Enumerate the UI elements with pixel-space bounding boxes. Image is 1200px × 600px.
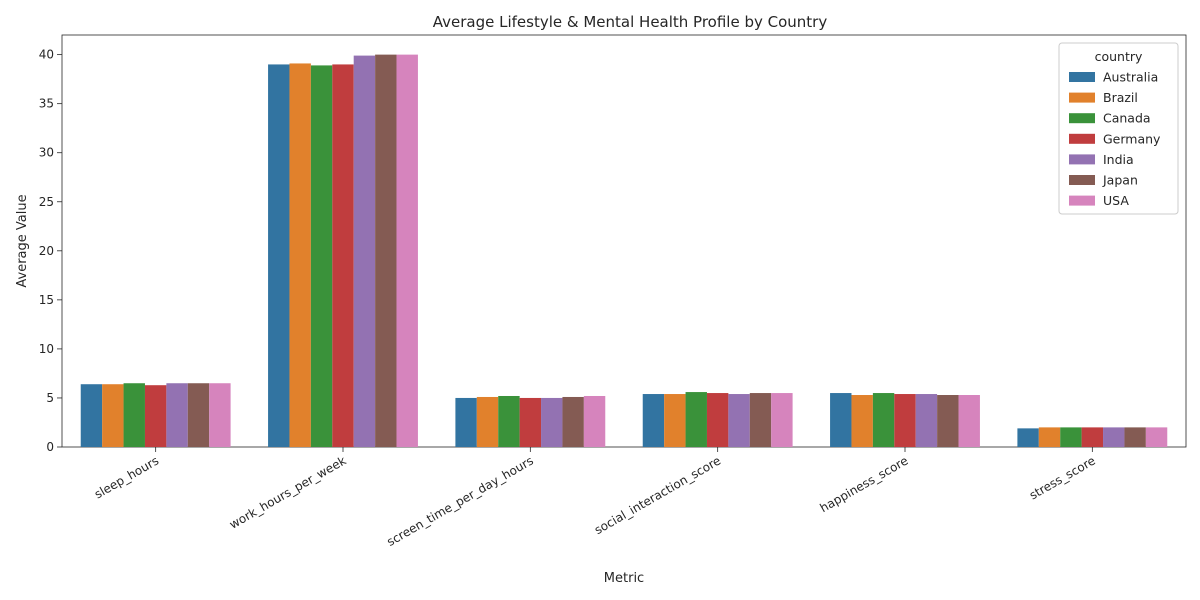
- x-tick-label: social_interaction_score: [592, 453, 723, 537]
- y-tick-label: 30: [39, 146, 54, 160]
- y-tick-label: 15: [39, 293, 54, 307]
- bar-brazil-work_hours_per_week: [289, 63, 311, 447]
- bar-brazil-happiness_score: [851, 395, 873, 447]
- y-tick-label: 5: [46, 391, 54, 405]
- y-tick-label: 0: [46, 440, 54, 454]
- chart-title: Average Lifestyle & Mental Health Profil…: [433, 13, 828, 31]
- legend: country Australia Brazil Canada Germany India…: [1058, 42, 1179, 215]
- bar-brazil-social_interaction_score: [664, 394, 686, 447]
- bar-japan-work_hours_per_week: [375, 54, 397, 447]
- y-tick-label: 35: [39, 97, 54, 111]
- bar-usa-social_interaction_score: [771, 393, 793, 447]
- bar-usa-stress_score: [1145, 427, 1168, 447]
- bar-india-stress_score: [1103, 427, 1125, 447]
- bar-australia-screen_time_per_day_hours: [455, 397, 477, 447]
- bar-india-happiness_score: [915, 394, 938, 447]
- y-axis-label: Average Value: [15, 194, 30, 287]
- bar-japan-stress_score: [1124, 427, 1146, 447]
- bar-canada-screen_time_per_day_hours: [498, 395, 520, 447]
- bar-germany-work_hours_per_week: [332, 64, 354, 447]
- bar-japan-social_interaction_score: [749, 393, 772, 447]
- bar-australia-happiness_score: [830, 393, 852, 447]
- bar-india-work_hours_per_week: [353, 55, 376, 447]
- y-tick-label: 20: [39, 244, 54, 258]
- bar-brazil-sleep_hours: [102, 384, 124, 447]
- bar-india-social_interaction_score: [728, 394, 750, 447]
- legend-swatch: [1069, 154, 1095, 165]
- legend-label: USA: [1103, 193, 1129, 208]
- bar-japan-screen_time_per_day_hours: [562, 396, 584, 447]
- bar-canada-work_hours_per_week: [310, 65, 333, 448]
- legend-swatch: [1069, 195, 1095, 206]
- legend-swatch: [1069, 113, 1095, 124]
- bar-australia-stress_score: [1017, 428, 1039, 447]
- legend-swatch: [1069, 72, 1095, 82]
- bar-australia-social_interaction_score: [642, 394, 665, 447]
- legend-label: Japan: [1102, 173, 1138, 188]
- legend-label: India: [1103, 152, 1134, 167]
- legend-box: [1058, 42, 1179, 215]
- legend-swatch: [1069, 175, 1095, 185]
- legend-label: Australia: [1103, 70, 1158, 85]
- legend-label: Germany: [1103, 131, 1161, 146]
- bar-brazil-stress_score: [1038, 427, 1061, 447]
- legend-label: Brazil: [1103, 90, 1138, 105]
- bar-usa-sleep_hours: [209, 383, 231, 447]
- bar-germany-screen_time_per_day_hours: [519, 397, 542, 447]
- bar-germany-happiness_score: [894, 394, 916, 447]
- bar-usa-work_hours_per_week: [396, 54, 418, 447]
- legend-swatch: [1069, 133, 1095, 144]
- bar-usa-happiness_score: [958, 395, 980, 447]
- x-tick-label: happiness_score: [818, 453, 911, 515]
- legend-swatch: [1069, 92, 1095, 103]
- y-tick-label: 40: [39, 48, 54, 62]
- bar-germany-sleep_hours: [144, 385, 167, 447]
- bar-australia-work_hours_per_week: [268, 64, 290, 447]
- bars-group: [80, 54, 1168, 448]
- y-axis: 0 5 10 15 20 25 30 35 40: [39, 48, 62, 454]
- legend-label: Canada: [1103, 111, 1151, 126]
- bar-canada-sleep_hours: [123, 383, 145, 447]
- y-tick-label: 25: [39, 195, 54, 209]
- bar-canada-happiness_score: [872, 393, 895, 447]
- bar-canada-social_interaction_score: [685, 392, 707, 447]
- bar-brazil-screen_time_per_day_hours: [476, 396, 499, 447]
- bar-india-sleep_hours: [166, 383, 188, 447]
- bar-japan-sleep_hours: [187, 383, 210, 447]
- x-axis: sleep_hours work_hours_per_week screen_tim…: [92, 447, 1098, 549]
- x-tick-label: screen_time_per_day_hours: [384, 453, 535, 548]
- bar-japan-happiness_score: [937, 395, 959, 447]
- x-tick-label: sleep_hours: [92, 453, 161, 501]
- bar-australia-sleep_hours: [80, 384, 103, 447]
- bar-usa-screen_time_per_day_hours: [583, 395, 606, 447]
- bar-germany-social_interaction_score: [706, 393, 729, 447]
- bar-india-screen_time_per_day_hours: [541, 397, 563, 447]
- y-tick-label: 10: [39, 342, 54, 356]
- legend-title: country: [1095, 49, 1143, 64]
- bar-germany-stress_score: [1081, 427, 1104, 447]
- x-tick-label: stress_score: [1027, 453, 1098, 502]
- x-tick-label: work_hours_per_week: [227, 453, 349, 531]
- plot-area: [61, 34, 1187, 448]
- bar-canada-stress_score: [1060, 427, 1082, 447]
- x-axis-label: Metric: [604, 571, 644, 586]
